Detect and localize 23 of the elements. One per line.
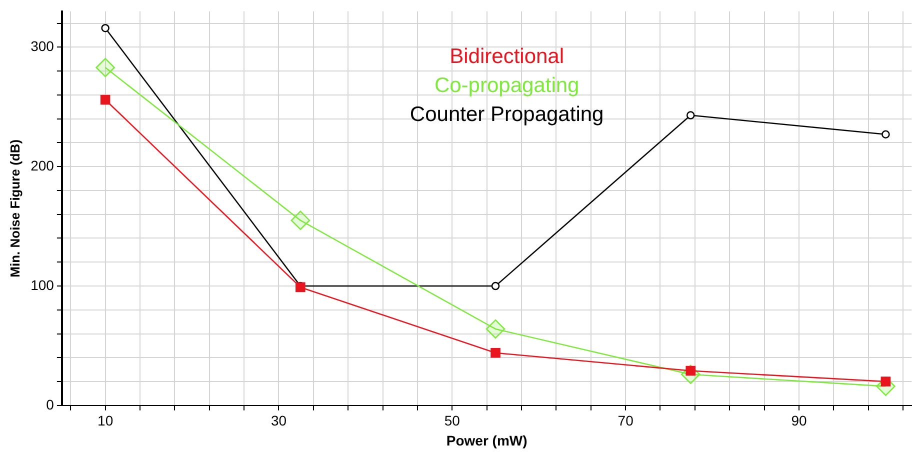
point (290, 210, 310, 230)
y-axis-title: Min. Noise Figure (dB) (7, 139, 22, 278)
point (486, 319, 506, 339)
y-tick-label: 200 (30, 157, 54, 174)
point (96, 58, 115, 78)
point (686, 111, 695, 120)
point (491, 282, 500, 290)
point (882, 130, 890, 139)
text: Co-propagating (434, 74, 580, 98)
x-tick-label: 30 (270, 412, 287, 429)
x-tick-label: 10 (98, 412, 114, 429)
x-tick-label: 70 (618, 412, 634, 429)
y-tick-label: 0 (46, 396, 54, 412)
y-tick-label: 300 (30, 38, 54, 54)
point (101, 24, 110, 32)
y-tick-label: 100 (30, 276, 54, 293)
x-axis-title: Power (mW) (446, 432, 528, 448)
text: Bidirectional (450, 45, 564, 68)
x-tick-label: 50 (444, 412, 460, 429)
point (490, 348, 500, 358)
point (100, 94, 110, 105)
text: Counter Propagating (410, 103, 604, 126)
x-tick-label: 90 (791, 412, 807, 429)
